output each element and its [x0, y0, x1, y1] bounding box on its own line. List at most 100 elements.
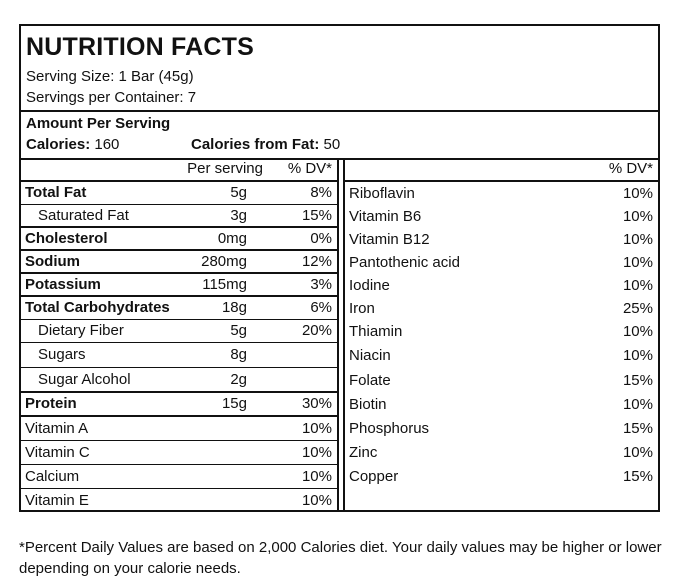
- left-table-row: Vitamin C 10%: [21, 441, 337, 465]
- nutrient-name: Vitamin C: [25, 443, 90, 461]
- left-dv-header: % DV*: [287, 160, 332, 177]
- nutrient-name: Total Carbohydrates: [25, 299, 170, 316]
- right-table-row: Vitamin B12 10%: [345, 228, 658, 251]
- right-table-row: Copper 15%: [345, 465, 658, 489]
- nutrient-amount: 280mg: [201, 252, 247, 270]
- nutrient-dv: 12%: [301, 252, 332, 270]
- nutrient-dv: 10%: [301, 443, 332, 461]
- left-table-row: Potassium 115mg 3%: [21, 274, 337, 297]
- nutrient-name: Vitamin A: [25, 419, 89, 437]
- footnote: *Percent Daily Values are based on 2,000…: [19, 539, 662, 577]
- nutrient-dv: 10%: [622, 184, 653, 202]
- nutrient-dv: 15%: [622, 420, 653, 437]
- nutrient-dv: 25%: [622, 299, 653, 317]
- nutrient-dv: 10%: [622, 396, 653, 413]
- nutrient-dv: 6%: [310, 299, 332, 316]
- nutrient-name: Copper: [349, 468, 399, 485]
- nutrient-name: Sugar Alcohol: [38, 370, 131, 388]
- nutrient-dv: 3%: [310, 275, 332, 293]
- nutrient-dv: 10%: [622, 230, 653, 248]
- nutrient-dv: 10%: [622, 276, 653, 294]
- right-table-header: % DV*: [345, 158, 658, 182]
- label-title: NUTRITION FACTS: [26, 33, 254, 61]
- nutrient-name: Sugars: [38, 346, 86, 363]
- right-table-row: Iron 25%: [345, 297, 658, 320]
- nutrient-amount: 18g: [221, 299, 247, 316]
- nutrient-dv: 10%: [622, 346, 653, 364]
- nutrient-name: Saturated Fat: [38, 206, 129, 224]
- nutrient-name: Biotin: [349, 396, 387, 413]
- left-table-header: Per serving % DV*: [21, 158, 337, 182]
- per-serving-header: Per serving: [187, 160, 263, 177]
- nutrient-amount: 5g: [230, 184, 247, 201]
- nutrient-dv: 10%: [301, 467, 332, 485]
- right-dv-header: % DV*: [608, 160, 653, 177]
- nutrient-name: Dietary Fiber: [38, 322, 124, 339]
- nutrient-name: Phosphorus: [349, 420, 430, 437]
- calories-value: 160: [94, 136, 120, 153]
- nutrient-name: Vitamin B12: [349, 230, 430, 248]
- left-table-row: Total Fat 5g 8%: [21, 182, 337, 205]
- nutrient-dv: 15%: [301, 206, 332, 224]
- calories-from-fat-value: 50: [323, 136, 341, 153]
- nutrient-name: Folate: [349, 371, 391, 389]
- calories-from-fat: Calories from Fat: 50: [191, 136, 340, 154]
- nutrient-name: Potassium: [25, 275, 101, 293]
- nutrient-dv: 10%: [622, 444, 653, 461]
- nutrient-amount: 0mg: [217, 229, 247, 247]
- nutrient-dv: 15%: [622, 371, 653, 389]
- nutrient-name: Zinc: [349, 444, 378, 461]
- nutrient-name: Riboflavin: [349, 184, 415, 202]
- nutrient-name: Protein: [25, 395, 77, 412]
- nutrient-dv: 10%: [622, 322, 653, 340]
- nutrient-name: Cholesterol: [25, 229, 108, 247]
- calories-from-fat-label: Calories from Fat:: [191, 136, 320, 153]
- left-table-row: Saturated Fat 3g 15%: [21, 205, 337, 228]
- nutrient-amount: 3g: [230, 206, 247, 224]
- right-table-row: Thiamin 10%: [345, 320, 658, 343]
- nutrient-name: Pantothenic acid: [349, 253, 460, 271]
- left-table-row: Total Carbohydrates 18g 6%: [21, 297, 337, 320]
- nutrient-amount: 2g: [230, 370, 247, 388]
- left-nutrient-table: Per serving % DV* Total Fat 5g 8% Saturated…: [21, 158, 339, 510]
- right-table-row: Iodine 10%: [345, 274, 658, 297]
- right-table-row: Pantothenic acid 10%: [345, 251, 658, 274]
- nutrient-dv: 30%: [301, 395, 332, 412]
- left-table-row: Calcium 10%: [21, 465, 337, 489]
- left-table-row: Vitamin E 10%: [21, 489, 337, 513]
- nutrient-amount: 115mg: [202, 275, 247, 293]
- nutrient-name: Iron: [349, 299, 375, 317]
- nutrient-name: Sodium: [25, 252, 80, 270]
- right-table-row: Phosphorus 15%: [345, 417, 658, 441]
- nutrient-dv: 0%: [310, 229, 332, 247]
- left-table-row: Sugars 8g: [21, 343, 337, 368]
- left-table-row: Protein 15g 30%: [21, 393, 337, 417]
- amount-per-serving-heading: Amount Per Serving: [26, 115, 171, 132]
- nutrient-amount: 5g: [230, 322, 247, 339]
- left-table-row: Vitamin A 10%: [21, 417, 337, 441]
- nutrient-dv: 20%: [301, 322, 332, 339]
- left-table-row: Cholesterol 0mg 0%: [21, 228, 337, 251]
- left-table-row: Sodium 280mg 12%: [21, 251, 337, 274]
- calories: Calories: 160: [26, 136, 119, 154]
- nutrient-name: Calcium: [25, 467, 80, 485]
- calories-label: Calories:: [26, 136, 91, 153]
- right-table-row: Zinc 10%: [345, 441, 658, 465]
- nutrient-dv: 15%: [622, 468, 653, 485]
- servings-per-container: Servings per Container: 7: [26, 89, 197, 106]
- label-header: NUTRITION FACTS Serving Size: 1 Bar (45g…: [21, 26, 658, 112]
- nutrient-dv: 8%: [310, 184, 332, 201]
- right-table-row: Folate 15%: [345, 368, 658, 393]
- nutrient-dv: 10%: [301, 419, 332, 437]
- right-table-row: Vitamin B6 10%: [345, 205, 658, 228]
- nutrient-name: Vitamin B6: [349, 207, 422, 225]
- nutrient-dv: 10%: [622, 253, 653, 271]
- nutrient-name: Total Fat: [25, 184, 87, 201]
- right-table-row: Biotin 10%: [345, 393, 658, 417]
- nutrient-dv: 10%: [301, 492, 332, 509]
- left-table-row: Sugar Alcohol 2g: [21, 368, 337, 393]
- nutrient-amount: 15g: [221, 395, 247, 412]
- nutrient-name: Niacin: [349, 346, 391, 364]
- nutrition-facts-label: NUTRITION FACTS Serving Size: 1 Bar (45g…: [19, 24, 660, 512]
- nutrient-name: Vitamin E: [25, 492, 89, 509]
